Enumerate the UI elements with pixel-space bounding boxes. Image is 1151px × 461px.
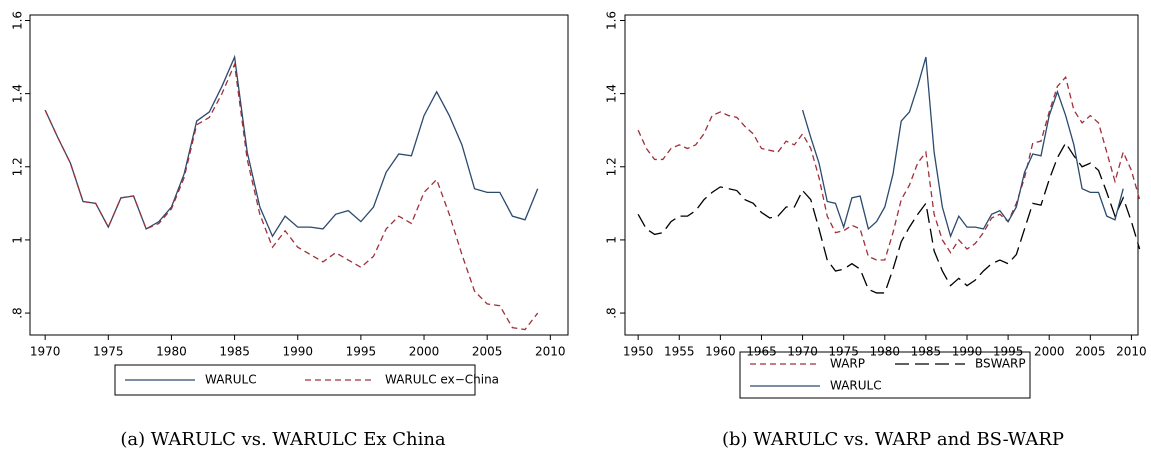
x-tick-label: 1985 <box>219 345 250 359</box>
x-tick-label: 1995 <box>346 345 377 359</box>
legend-label: WARP <box>830 357 865 371</box>
y-tick-label: 1.2 <box>605 157 619 176</box>
legend-box <box>739 351 1031 399</box>
line-series <box>44 61 539 331</box>
line-series <box>637 75 1141 261</box>
plot-frame <box>29 14 569 336</box>
legend-label: WARULC <box>830 379 882 393</box>
x-tick-label: 2005 <box>472 345 503 359</box>
y-tick-label: .8 <box>11 307 25 318</box>
line-series <box>801 56 1124 239</box>
x-tick-label: 1980 <box>156 345 187 359</box>
legend-box <box>114 364 476 396</box>
legend-label: WARULC ex−China <box>385 373 499 387</box>
x-tick-label: 1960 <box>705 345 736 359</box>
y-tick-label: 1.4 <box>11 84 25 103</box>
x-tick-label: 1975 <box>93 345 124 359</box>
x-tick-label: 2010 <box>535 345 566 359</box>
x-tick-label: 2005 <box>1075 345 1106 359</box>
caption: (b) WARULC vs. WARP and BS-WARP <box>722 429 1064 450</box>
x-tick-label: 1990 <box>282 345 313 359</box>
plot-frame <box>624 14 1139 336</box>
y-tick-label: 1 <box>11 236 25 244</box>
x-tick-label: 1950 <box>623 345 654 359</box>
x-tick-label: 2000 <box>409 345 440 359</box>
y-tick-label: 1.4 <box>605 84 619 103</box>
legend-label: BSWARP <box>975 357 1026 371</box>
legend-label: WARULC <box>205 373 257 387</box>
x-tick-label: 2010 <box>1116 345 1147 359</box>
y-tick-label: 1.6 <box>605 11 619 30</box>
y-tick-label: 1.2 <box>11 157 25 176</box>
x-tick-label: 2000 <box>1034 345 1065 359</box>
x-tick-label: 1955 <box>664 345 695 359</box>
y-tick-label: 1.6 <box>11 11 25 30</box>
line-series <box>637 141 1141 294</box>
x-tick-label: 1970 <box>30 345 61 359</box>
caption: (a) WARULC vs. WARULC Ex China <box>120 429 446 450</box>
y-tick-label: .8 <box>605 307 619 318</box>
y-tick-label: 1 <box>605 236 619 244</box>
line-series <box>44 54 539 238</box>
